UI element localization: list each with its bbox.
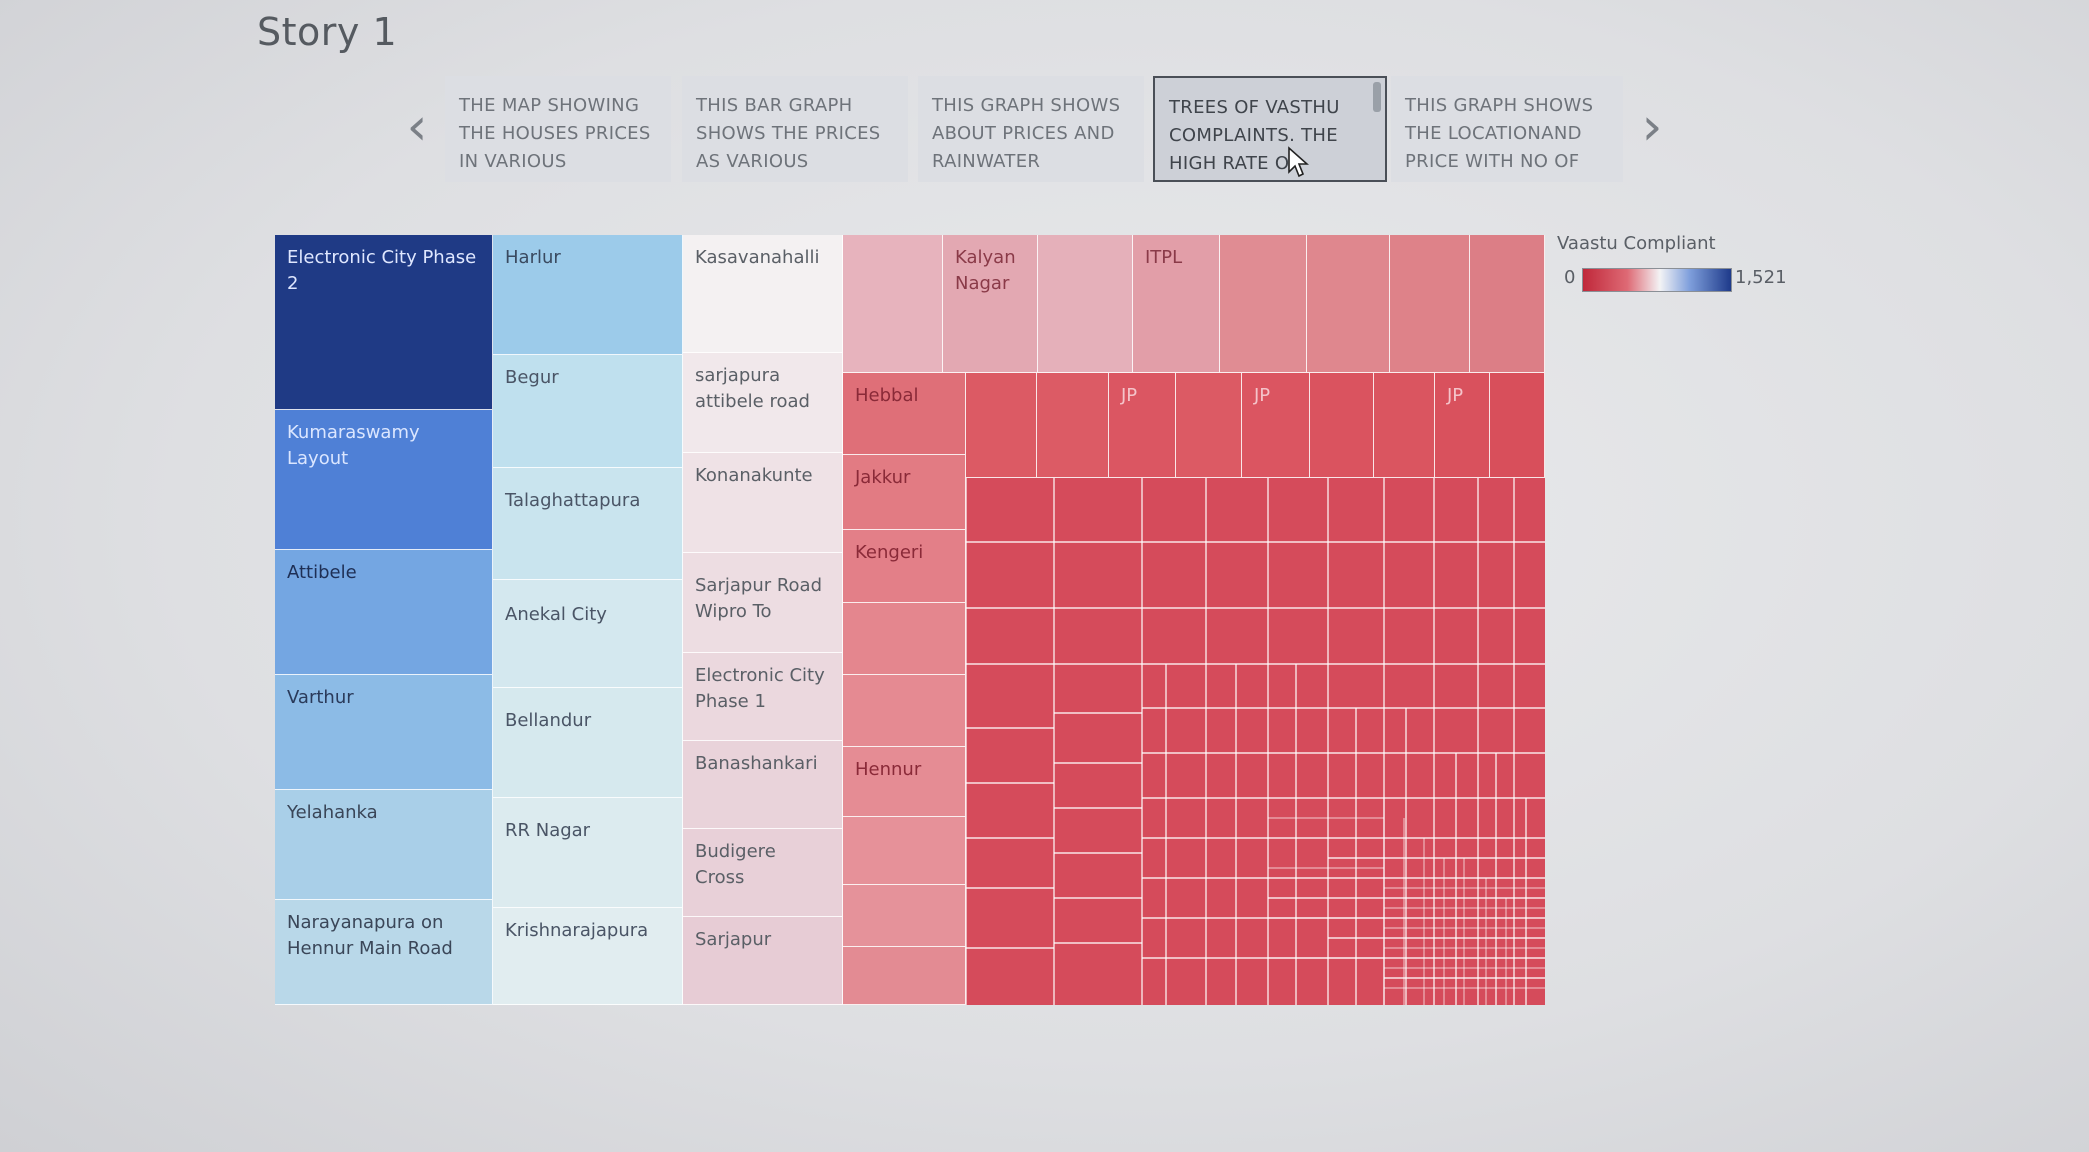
tile-kalyan-nagar[interactable]: Kalyan Nagar (943, 235, 1038, 373)
legend-min: 0 (1564, 267, 1576, 288)
tile-row2-3[interactable] (1037, 373, 1109, 478)
tile-hennur[interactable]: Hennur (843, 747, 966, 817)
tile-label: Kasavanahalli (695, 247, 820, 268)
tile-row2-7[interactable] (1310, 373, 1374, 478)
tile-label: Attibele (287, 562, 357, 583)
tile-jp-2[interactable]: JP (1242, 373, 1310, 478)
tile-label: Hebbal (855, 385, 919, 406)
story-point-5[interactable]: THIS GRAPH SHOWS THE LOCATIONAND PRICE W… (1391, 76, 1623, 182)
tile-label: Electronic City Phase 1 (695, 665, 825, 712)
tile-anekal-city[interactable]: Anekal City (493, 580, 683, 688)
tile-top-7[interactable] (1390, 235, 1470, 373)
tile-label: ITPL (1145, 247, 1183, 268)
tile-top-8[interactable] (1470, 235, 1545, 373)
tile-label: JP (1121, 385, 1138, 406)
tile-left-9[interactable] (843, 947, 966, 1005)
story-point-4-text: TREES OF VASTHU COMPLAINTS. THE HIGH RAT… (1169, 97, 1340, 174)
tile-label: RR Nagar (505, 820, 591, 841)
tile-electronic-city-phase-1[interactable]: Electronic City Phase 1 (683, 653, 843, 741)
tile-banashankari[interactable]: Banashankari (683, 741, 843, 829)
tile-label: Harlur (505, 247, 561, 268)
tile-left-7[interactable] (843, 817, 966, 885)
story-point-1[interactable]: THE MAP SHOWING THE HOUSES PRICES IN VAR… (445, 76, 671, 182)
chevron-right-icon[interactable]: › (1641, 97, 1663, 157)
tile-row2-10[interactable] (1490, 373, 1545, 478)
tile-row2-2[interactable] (966, 373, 1037, 478)
mouse-pointer-icon (1288, 146, 1309, 178)
tile-jakkur[interactable]: Jakkur (843, 455, 966, 530)
tile-itpl[interactable]: ITPL (1133, 235, 1220, 373)
tile-kengeri[interactable]: Kengeri (843, 530, 966, 603)
tile-label: sarjapura attibele road (695, 365, 810, 412)
tile-hebbal[interactable]: Hebbal (843, 373, 966, 455)
tile-konanakunte[interactable]: Konanakunte (683, 453, 843, 553)
tile-label: Sarjapur Road Wipro To (695, 575, 823, 622)
dense-tile-region[interactable] (966, 478, 1545, 1005)
tile-label: Talaghattapura (505, 490, 641, 511)
tile-label: Budigere Cross (695, 841, 776, 888)
tile-label: Kalyan Nagar (955, 247, 1016, 294)
tile-begur[interactable]: Begur (493, 355, 683, 468)
tile-label: Sarjapur (695, 929, 772, 950)
tile-bellandur[interactable]: Bellandur (493, 688, 683, 798)
tile-label: Electronic City Phase 2 (287, 247, 477, 294)
tile-top-5[interactable] (1220, 235, 1307, 373)
tile-narayanapura[interactable]: Narayanapura on Hennur Main Road (275, 900, 493, 1005)
tile-label: Hennur (855, 759, 922, 780)
tile-label: Kumaraswamy Layout (287, 422, 420, 469)
chevron-left-icon[interactable]: ‹ (406, 97, 428, 157)
legend-max: 1,521 (1735, 267, 1787, 288)
tile-label: Banashankari (695, 753, 818, 774)
tile-row2-8[interactable] (1374, 373, 1435, 478)
tile-varthur[interactable]: Varthur (275, 675, 493, 790)
tile-label: Begur (505, 367, 559, 388)
story-point-4[interactable]: TREES OF VASTHU COMPLAINTS. THE HIGH RAT… (1153, 76, 1387, 182)
tile-left-4[interactable] (843, 603, 966, 675)
tile-label: Jakkur (855, 467, 911, 488)
tile-harlur[interactable]: Harlur (493, 235, 683, 355)
tile-krishnarajapura[interactable]: Krishnarajapura (493, 908, 683, 1005)
bottom-tab-strip (420, 1140, 1420, 1152)
tile-row2-5[interactable] (1176, 373, 1242, 478)
tile-top-3[interactable] (1038, 235, 1133, 373)
tile-talaghattapura[interactable]: Talaghattapura (493, 468, 683, 580)
tile-label: Konanakunte (695, 465, 813, 486)
tile-kumaraswamy-layout[interactable]: Kumaraswamy Layout (275, 410, 493, 550)
tile-sarjapur[interactable]: Sarjapur (683, 917, 843, 1005)
tile-jp-3[interactable]: JP (1435, 373, 1490, 478)
tile-top-6[interactable] (1307, 235, 1390, 373)
vaastu-treemap: Electronic City Phase 2 Kumaraswamy Layo… (275, 235, 1545, 1005)
tile-top-1[interactable] (843, 235, 943, 373)
dense-tile-grid (966, 478, 1545, 1005)
tile-left-5[interactable] (843, 675, 966, 747)
tile-attibele[interactable]: Attibele (275, 550, 493, 675)
tile-label: JP (1254, 385, 1271, 406)
tile-label: Varthur (287, 687, 354, 708)
tile-label: Anekal City (505, 604, 607, 625)
tile-label: Narayanapura on Hennur Main Road (287, 912, 453, 959)
tile-budigere-cross[interactable]: Budigere Cross (683, 829, 843, 917)
scrollbar-thumb[interactable] (1373, 82, 1381, 112)
tile-jp-1[interactable]: JP (1109, 373, 1176, 478)
tile-label: Bellandur (505, 710, 592, 731)
tile-label: JP (1447, 385, 1464, 406)
tile-kasavanahalli[interactable]: Kasavanahalli (683, 235, 843, 353)
story-title: Story 1 (257, 10, 398, 54)
tile-label: Krishnarajapura (505, 920, 649, 941)
tile-label: Yelahanka (287, 802, 378, 823)
tile-left-8[interactable] (843, 885, 966, 947)
tile-rr-nagar[interactable]: RR Nagar (493, 798, 683, 908)
legend-color-bar (1582, 268, 1732, 292)
tile-yelahanka[interactable]: Yelahanka (275, 790, 493, 900)
tile-sarjapur-road-wipro[interactable]: Sarjapur Road Wipro To (683, 553, 843, 653)
legend-title: Vaastu Compliant (1557, 233, 1716, 254)
tile-electronic-city-phase-2[interactable]: Electronic City Phase 2 (275, 235, 493, 410)
story-point-2[interactable]: THIS BAR GRAPH SHOWS THE PRICES AS VARIO… (682, 76, 908, 182)
tile-sarjapura-attibele-road[interactable]: sarjapura attibele road (683, 353, 843, 453)
tile-label: Kengeri (855, 542, 924, 563)
story-point-3[interactable]: THIS GRAPH SHOWS ABOUT PRICES AND RAINWA… (918, 76, 1144, 182)
